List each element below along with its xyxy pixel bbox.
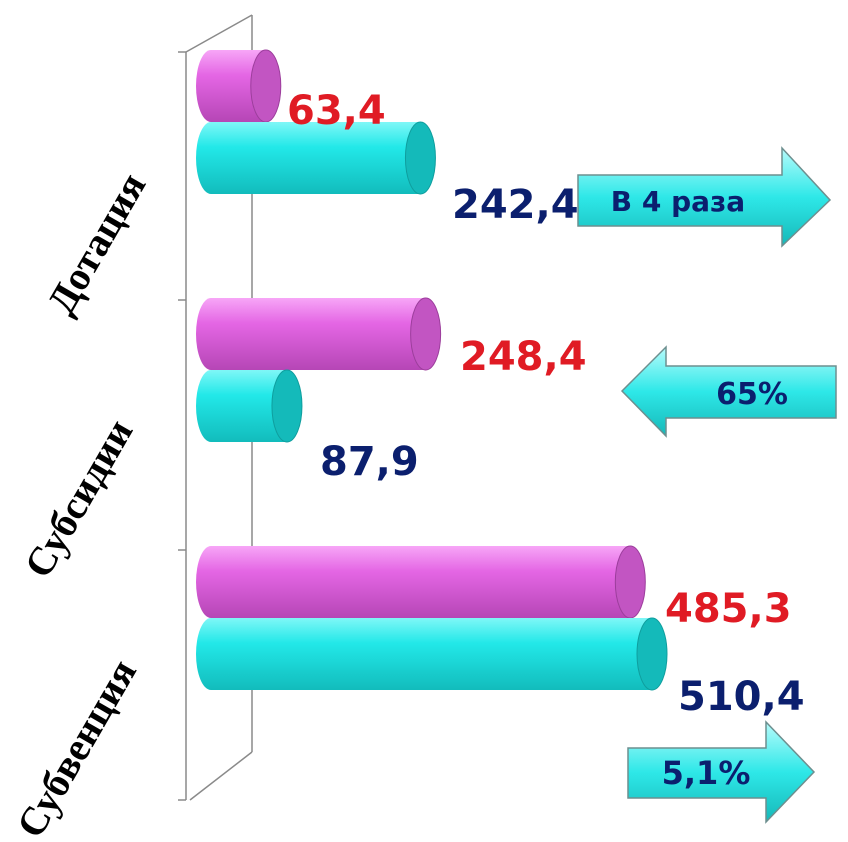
bar-series-2-cat-0 [196,121,436,195]
data-label-series-1-cat-1: 248,4 [460,334,587,380]
data-label-series-2-cat-0: 242,4 [452,182,579,228]
annotation-text-0: В 4 раза [611,185,745,218]
data-label-series-1-cat-2: 485,3 [665,586,792,632]
annotation-arrow-right-2: 5,1% [627,720,816,824]
annotation-arrow-left-1: 65% [620,345,837,438]
bar-series-2-cat-1 [196,369,303,443]
bar-series-1-cat-0 [196,49,282,123]
category-label-0: Дотация [38,165,154,322]
bar-series-2-cat-2 [196,617,668,691]
data-label-series-2-cat-1: 87,9 [320,439,419,485]
data-label-series-2-cat-2: 510,4 [678,674,805,720]
bar-series-1-cat-2 [196,545,646,619]
annotation-text-2: 5,1% [662,754,751,792]
data-label-series-1-cat-0: 63,4 [287,88,386,134]
category-label-2: Субвенция [7,651,145,842]
annotation-arrow-right-0: В 4 раза [577,146,832,248]
annotation-text-1: 65% [716,377,788,412]
bar-series-1-cat-1 [196,297,442,371]
category-label-1: Субсидии [15,411,141,585]
